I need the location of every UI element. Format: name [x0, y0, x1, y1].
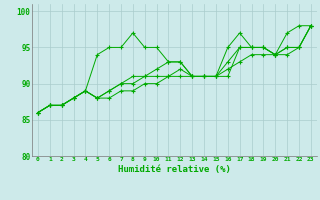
X-axis label: Humidité relative (%): Humidité relative (%): [118, 165, 231, 174]
